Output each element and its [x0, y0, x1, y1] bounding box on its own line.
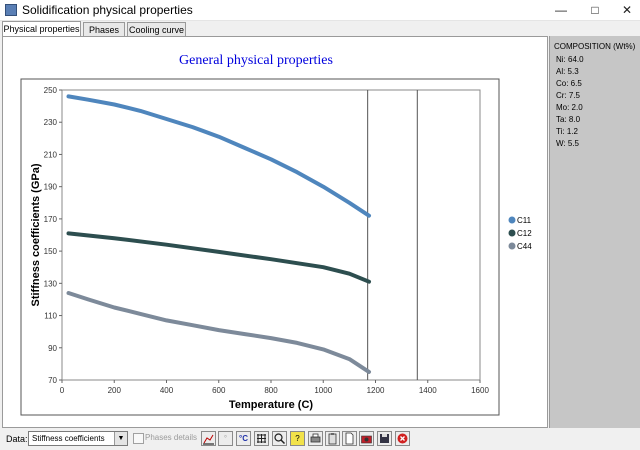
x-axis-label: Temperature (C) [229, 399, 313, 411]
celsius-toggle[interactable]: °C [236, 431, 251, 446]
composition-item: Mo: 2.0 [556, 103, 583, 112]
composition-item: W: 5.5 [556, 139, 579, 148]
data-select-value: Stiffness coefficients [32, 434, 105, 443]
legend-label-c44: C44 [517, 242, 532, 251]
y-tick-label: 190 [44, 183, 58, 192]
x-tick-label: 1600 [471, 386, 489, 395]
legend-label-c11: C11 [517, 216, 532, 225]
bottom-toolbar: Data: Stiffness coefficients ▼ Phases de… [0, 429, 640, 450]
chart-svg: 70 90 110 130 150 170 190 210 230 250 0 200 400 600 80… [20, 78, 532, 416]
clipboard-icon[interactable] [325, 431, 340, 446]
legend-marker-c12 [508, 229, 516, 237]
composition-item: Ti: 1.2 [556, 127, 578, 136]
series-line-c11 [66, 94, 371, 218]
x-tick-label: 600 [212, 386, 226, 395]
composition-header: COMPOSITION (Wt%) [554, 42, 636, 51]
composition-item: Cr: 7.5 [556, 91, 581, 100]
series-line-c44 [66, 291, 371, 374]
y-tick-label: 230 [44, 118, 58, 127]
composition-item: Ni: 64.0 [556, 55, 584, 64]
close-icon[interactable]: ✕ [621, 3, 633, 17]
composition-item: Ta: 8.0 [556, 115, 581, 124]
document-icon[interactable] [342, 431, 357, 446]
phases-details-label: Phases details [145, 433, 198, 442]
x-tick-label: 1200 [367, 386, 385, 395]
chevron-down-icon[interactable]: ▼ [114, 432, 127, 445]
y-axis-label: Stiffness coefficients (GPa) [30, 163, 42, 306]
y-tick-label: 210 [44, 150, 58, 159]
phases-details-checkbox[interactable] [133, 433, 144, 444]
save-icon[interactable] [377, 431, 392, 446]
plot-area [61, 89, 481, 381]
y-tick-label: 90 [48, 344, 57, 353]
chart-panel: General physical properties 70 90 110 130 15… [2, 36, 548, 428]
y-tick-label: 150 [44, 247, 58, 256]
maximize-icon[interactable]: □ [591, 3, 599, 17]
y-tick-label: 130 [44, 279, 58, 288]
title-bar: Solidification physical properties — □ ✕ [0, 0, 640, 21]
window-title: Solidification physical properties [22, 3, 193, 17]
grid-icon[interactable] [254, 431, 269, 446]
help-icon[interactable]: ? [290, 431, 305, 446]
legend-label-c12: C12 [517, 229, 532, 238]
minimize-icon[interactable]: — [555, 3, 567, 17]
close-button-icon[interactable] [395, 431, 410, 446]
x-tick-label: 0 [60, 386, 65, 395]
data-label: Data: [6, 434, 28, 444]
legend-marker-c11 [508, 216, 516, 224]
x-tick-label: 200 [108, 386, 122, 395]
chart-type-icon[interactable] [201, 431, 216, 446]
legend-marker-c44 [508, 242, 516, 250]
print-icon[interactable] [308, 431, 323, 446]
y-tick-label: 170 [44, 215, 58, 224]
y-tick-label: 110 [44, 312, 57, 321]
camera-icon[interactable] [359, 431, 374, 446]
tab-cooling-curve[interactable]: Cooling curve [127, 22, 186, 36]
y-tick-label: 70 [48, 376, 57, 385]
chart-title: General physical properties [179, 53, 333, 68]
x-tick-label: 400 [160, 386, 174, 395]
app-icon [5, 4, 17, 16]
x-tick-label: 1400 [419, 386, 437, 395]
series-line-c12 [66, 231, 371, 284]
x-tick-label: 1000 [314, 386, 332, 395]
composition-item: Co: 6.5 [556, 79, 582, 88]
scale-icon[interactable]: ° [218, 431, 233, 446]
tab-phases[interactable]: Phases [83, 22, 125, 36]
tab-physical-properties[interactable]: Physical properties [2, 21, 81, 36]
composition-item: Al: 5.3 [556, 67, 579, 76]
zoom-icon[interactable] [272, 431, 287, 446]
data-select[interactable]: Stiffness coefficients ▼ [28, 431, 128, 446]
chart-frame [20, 78, 500, 416]
composition-panel: COMPOSITION (Wt%) Ni: 64.0 Al: 5.3 Co: 6… [549, 36, 640, 428]
y-tick-label: 250 [44, 86, 58, 95]
x-tick-label: 800 [264, 386, 278, 395]
